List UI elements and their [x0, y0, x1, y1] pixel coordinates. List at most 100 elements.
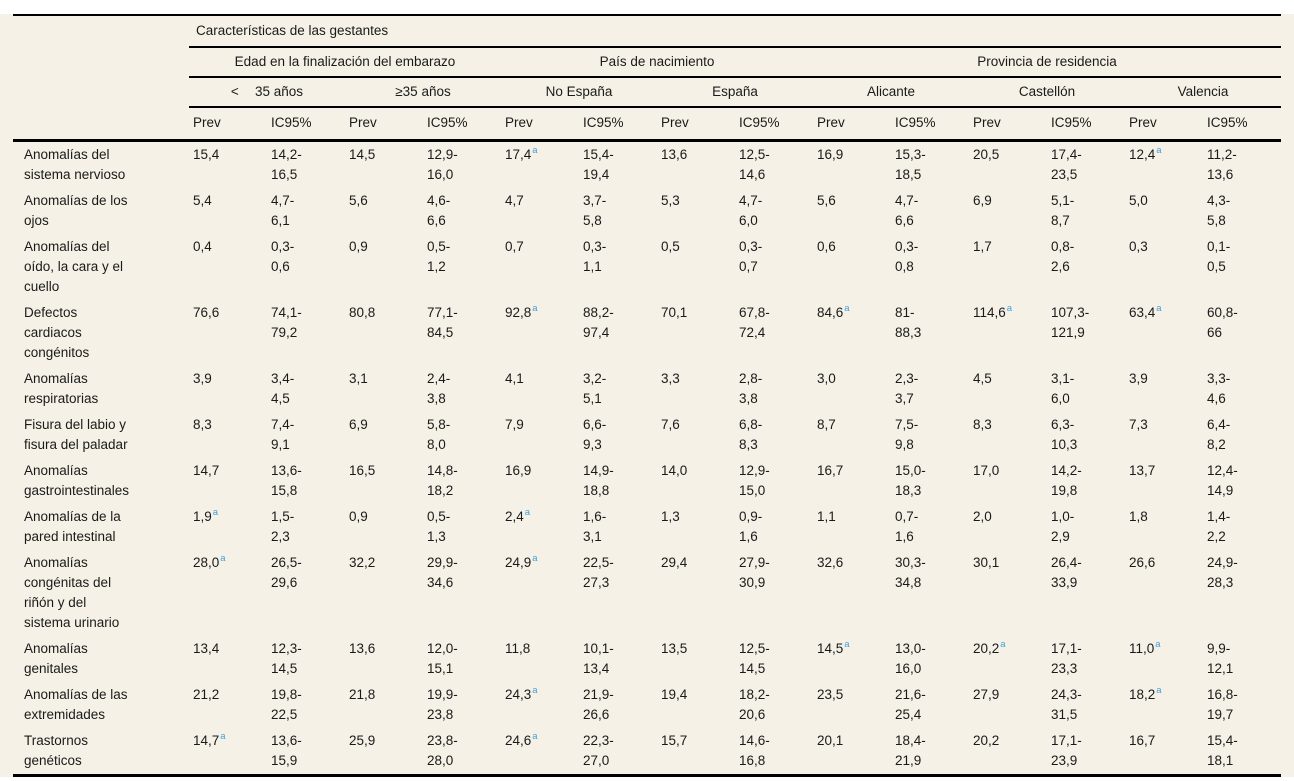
- value-text: 2,8- 3,8: [739, 371, 763, 406]
- prev-value: 13,5: [657, 636, 735, 682]
- value-text: 32,6: [817, 555, 844, 570]
- row-label: Anomalías del sistema nervioso: [24, 147, 126, 182]
- value-text: 1,7: [973, 239, 992, 254]
- value-text: 12,9- 15,0: [739, 463, 770, 498]
- value-text: 18,2: [1129, 687, 1156, 702]
- footnote-marker: a: [532, 684, 538, 696]
- ic95-value: 3,2- 5,1: [579, 366, 657, 412]
- value-text: 25,9: [349, 733, 376, 748]
- prev-value: 24,3a: [501, 682, 579, 728]
- table-row: Anomalías de los ojos 5,4 4,7- 6,1 5,6 4,6- …: [13, 188, 1281, 234]
- value-text: 3,7- 5,8: [583, 193, 607, 228]
- value-text: 15,0- 18,3: [895, 463, 926, 498]
- value-text: 15,4: [193, 147, 220, 162]
- ic95-value: 14,2- 16,5: [267, 141, 345, 189]
- value-text: 17,0: [973, 463, 1000, 478]
- row-label: Anomalías de los ojos: [24, 193, 128, 228]
- value-text: 19,8- 22,5: [271, 687, 302, 722]
- prev-value: 2,0: [969, 504, 1047, 550]
- table-container: Características de las gestantes Edad en…: [0, 14, 1294, 777]
- ic95-value: 12,3- 14,5: [267, 636, 345, 682]
- value-text: 12,9- 16,0: [427, 147, 458, 182]
- ic95-value: 23,8- 28,0: [423, 728, 501, 776]
- col-header-ic95: IC95%: [579, 107, 657, 142]
- prev-value: 0,9: [345, 504, 423, 550]
- table-row: Anomalías gastrointestinales 14,7 13,6- 15…: [13, 458, 1281, 504]
- col-header-prev: Prev: [189, 107, 267, 142]
- value-text: 107,3- 121,9: [1051, 305, 1090, 340]
- value-text: 1,9: [193, 509, 212, 524]
- prev-value: 5,6: [345, 188, 423, 234]
- prev-value: 17,0: [969, 458, 1047, 504]
- value-text: 0,3- 1,1: [583, 239, 607, 274]
- prev-value: 4,1: [501, 366, 579, 412]
- ic95-value: 1,4- 2,2: [1203, 504, 1281, 550]
- ic95-value: 19,9- 23,8: [423, 682, 501, 728]
- prev-value: 27,9: [969, 682, 1047, 728]
- ic95-value: 3,4- 4,5: [267, 366, 345, 412]
- value-text: 17,1- 23,9: [1051, 733, 1082, 768]
- ic95-value: 12,9- 16,0: [423, 141, 501, 189]
- value-text: 5,0: [1129, 193, 1148, 208]
- value-text: 32,2: [349, 555, 376, 570]
- value-text: 4,7- 6,0: [739, 193, 763, 228]
- value-text: 13,0- 16,0: [895, 641, 926, 676]
- footnote-marker: a: [844, 302, 850, 314]
- value-text: 3,2- 5,1: [583, 371, 607, 406]
- value-text: 88,2- 97,4: [583, 305, 614, 340]
- ic95-value: 1,5- 2,3: [267, 504, 345, 550]
- value-text: 23,5: [817, 687, 844, 702]
- value-text: 63,4: [1129, 305, 1156, 320]
- prev-value: 5,3: [657, 188, 735, 234]
- col-header-prev: Prev: [813, 107, 891, 142]
- prev-value: 3,0: [813, 366, 891, 412]
- prev-value: 114,6a: [969, 300, 1047, 366]
- value-text: 6,8- 8,3: [739, 417, 763, 452]
- prev-value: 92,8a: [501, 300, 579, 366]
- value-text: 20,1: [817, 733, 844, 748]
- ic95-value: 19,8- 22,5: [267, 682, 345, 728]
- prev-value: 20,2: [969, 728, 1047, 776]
- value-text: 70,1: [661, 305, 688, 320]
- prev-value: 0,5: [657, 234, 735, 300]
- value-text: 12,0- 15,1: [427, 641, 458, 676]
- prev-value: 84,6a: [813, 300, 891, 366]
- ic95-value: 74,1- 79,2: [267, 300, 345, 366]
- ic95-value: 15,3- 18,5: [891, 141, 969, 189]
- ic95-value: 2,4- 3,8: [423, 366, 501, 412]
- value-text: 8,7: [817, 417, 836, 432]
- prev-value: 19,4: [657, 682, 735, 728]
- prev-value: 8,3: [969, 412, 1047, 458]
- value-text: 30,3- 34,8: [895, 555, 926, 590]
- value-text: 81- 88,3: [895, 305, 922, 340]
- value-text: 11,0: [1129, 641, 1155, 656]
- prev-value: 20,5: [969, 141, 1047, 189]
- footnote-marker: a: [532, 302, 538, 314]
- value-text: 2,0: [973, 509, 992, 524]
- empty-corner-cell: [13, 107, 189, 142]
- prev-value: 14,0: [657, 458, 735, 504]
- prev-value: 23,5: [813, 682, 891, 728]
- value-text: 13,5: [661, 641, 688, 656]
- prev-value: 13,6: [657, 141, 735, 189]
- value-text: 29,9- 34,6: [427, 555, 458, 590]
- ic95-value: 5,8- 8,0: [423, 412, 501, 458]
- value-text: 2,4- 3,8: [427, 371, 451, 406]
- ic95-value: 0,9- 1,6: [735, 504, 813, 550]
- ic95-value: 15,4- 19,4: [579, 141, 657, 189]
- value-text: 1,6- 3,1: [583, 509, 607, 544]
- col-header-ic95: IC95%: [891, 107, 969, 142]
- value-text: 29,4: [661, 555, 688, 570]
- ic95-value: 6,6- 9,3: [579, 412, 657, 458]
- row-label: Anomalías del oído, la cara y el cuello: [24, 239, 124, 294]
- value-text: 21,8: [349, 687, 376, 702]
- value-text: 4,7: [505, 193, 524, 208]
- prev-value: 6,9: [345, 412, 423, 458]
- prev-value: 13,4: [189, 636, 267, 682]
- value-text: 4,3- 5,8: [1207, 193, 1231, 228]
- table-row: Anomalías congénitas del riñón y del sis…: [13, 550, 1281, 636]
- value-text: 4,6- 6,6: [427, 193, 451, 228]
- col-header-prev: Prev: [1125, 107, 1203, 142]
- value-text: 14,0: [661, 463, 688, 478]
- value-text: 4,7- 6,6: [895, 193, 919, 228]
